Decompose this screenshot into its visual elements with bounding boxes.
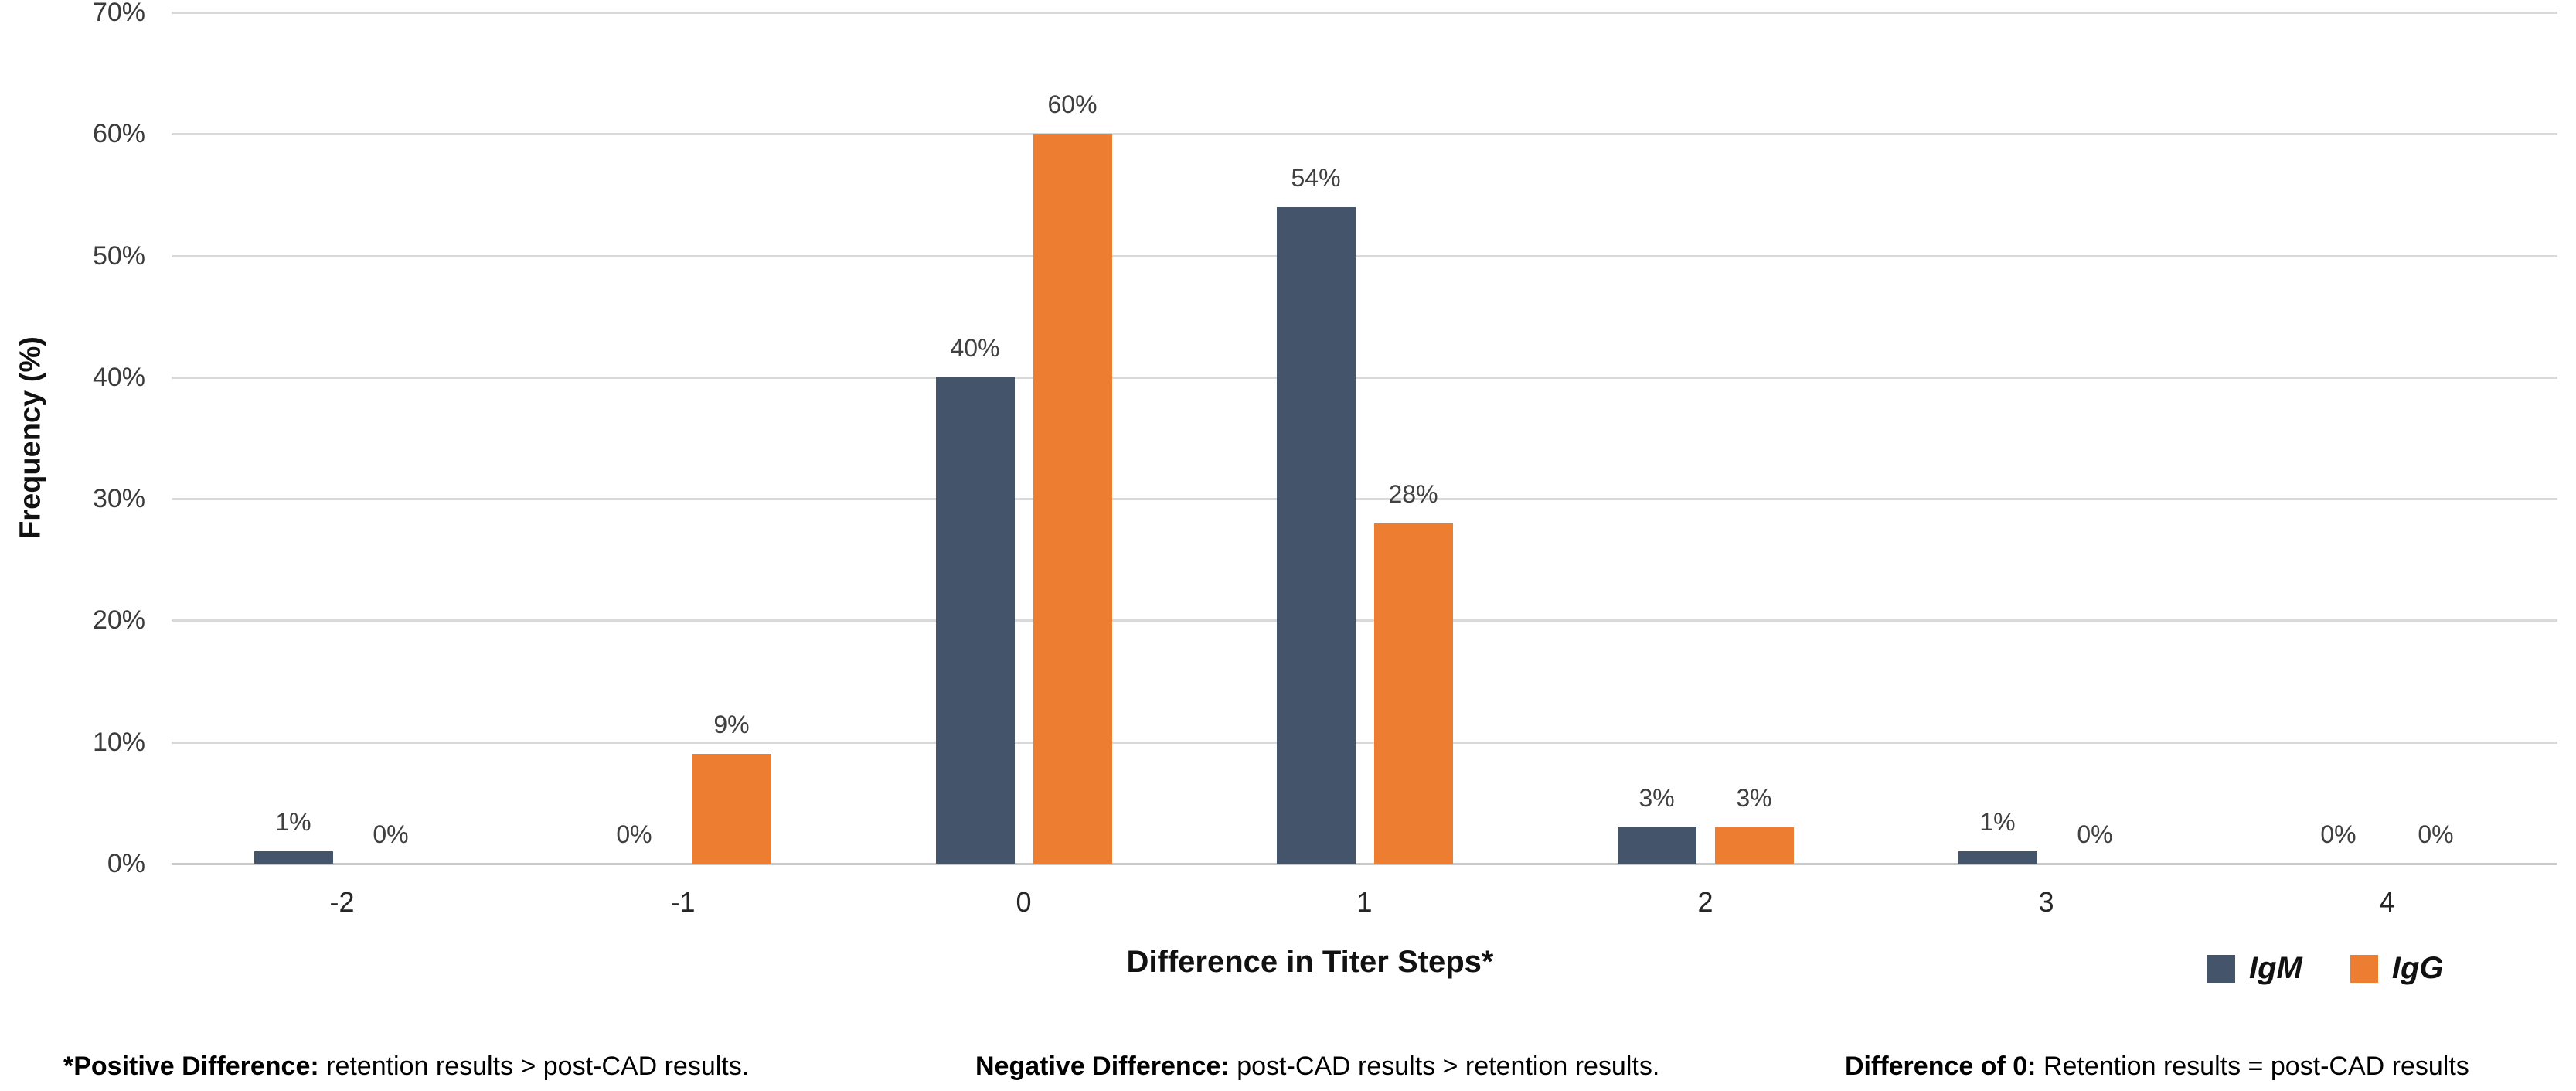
- bar-igm-0: [935, 377, 1015, 864]
- bar-igm-2: [1617, 827, 1696, 864]
- x-tick-label-1: 1: [1356, 886, 1373, 918]
- x-tick-label-0: 0: [1016, 886, 1032, 918]
- x-tick-label--2: -2: [329, 886, 355, 918]
- footnote-positive-difference: *Positive Difference: retention results …: [63, 1050, 749, 1082]
- gridline-20%: [172, 619, 2557, 622]
- bar-igg-0: [1033, 134, 1112, 864]
- legend: IgM IgG: [2207, 951, 2444, 986]
- bar-igg-2: [1714, 827, 1794, 864]
- bar-label-igg-3: 0%: [2077, 820, 2113, 848]
- y-tick-label-20%: 20%: [92, 605, 145, 636]
- bar-label-igm-1: 54%: [1291, 163, 1341, 192]
- gridline-30%: [172, 498, 2557, 501]
- y-tick-label-0%: 0%: [107, 849, 145, 878]
- bar-igm-3: [1958, 851, 2037, 864]
- y-tick-label-10%: 10%: [92, 727, 145, 757]
- bar-label-igg-4: 0%: [2418, 820, 2454, 848]
- bar-label-igm--1: 0%: [616, 820, 652, 848]
- gridline-10%: [172, 741, 2557, 744]
- bar-igg--1: [692, 754, 771, 864]
- footnote-positive-difference-label: *Positive Difference:: [63, 1052, 319, 1081]
- gridline-40%: [172, 376, 2557, 379]
- x-tick-label-2: 2: [1697, 886, 1713, 918]
- footnote-negative-difference-text: post-CAD results > retention results.: [1229, 1052, 1660, 1081]
- gridline-0%: [172, 863, 2557, 865]
- legend-item-igg: IgG: [2350, 951, 2444, 986]
- bar-label-igm-4: 0%: [2320, 820, 2357, 848]
- bar-igg-1: [1373, 523, 1453, 864]
- bar-label-igg-2: 3%: [1736, 783, 1772, 812]
- footnote-difference-of-zero: Difference of 0: Retention results = pos…: [1845, 1050, 2469, 1082]
- y-tick-label-30%: 30%: [92, 484, 145, 514]
- legend-label-igg: IgG: [2391, 951, 2444, 985]
- legend-label-igm: IgM: [2249, 951, 2302, 985]
- bar-label-igg--2: 0%: [373, 820, 409, 848]
- footnote-negative-difference-label: Negative Difference:: [975, 1052, 1230, 1081]
- bar-igm-1: [1276, 206, 1356, 864]
- y-tick-label-40%: 40%: [92, 362, 145, 392]
- y-tick-label-70%: 70%: [92, 0, 145, 27]
- bar-label-igg-1: 28%: [1388, 479, 1438, 508]
- gridline-70%: [172, 12, 2557, 14]
- legend-item-igm: IgM: [2207, 951, 2302, 986]
- footnote-difference-of-zero-text: Retention results = post-CAD results: [2036, 1052, 2469, 1081]
- bar-label-igm--2: 1%: [275, 808, 311, 837]
- bar-label-igg--1: 9%: [713, 711, 750, 739]
- bar-label-igm-3: 1%: [1979, 808, 2016, 837]
- x-tick-label-4: 4: [2379, 886, 2395, 918]
- y-tick-label-60%: 60%: [92, 119, 145, 149]
- bar-label-igg-0: 60%: [1047, 90, 1097, 119]
- x-tick-label--1: -1: [670, 886, 696, 918]
- footnote-difference-of-zero-label: Difference of 0:: [1845, 1052, 2037, 1081]
- footnote-positive-difference-text: retention results > post-CAD results.: [318, 1052, 750, 1081]
- gridline-60%: [172, 133, 2557, 136]
- gridline-50%: [172, 254, 2557, 257]
- footnote-negative-difference: Negative Difference: post-CAD results > …: [975, 1050, 1659, 1082]
- y-tick-label-50%: 50%: [92, 240, 145, 271]
- x-axis-title: Difference in Titer Steps*: [1126, 945, 1494, 979]
- x-tick-label-3: 3: [2038, 886, 2054, 918]
- bar-label-igm-0: 40%: [950, 333, 1000, 362]
- igm-legend-swatch: [2207, 954, 2235, 983]
- bar-igm--2: [254, 851, 333, 864]
- igg-legend-swatch: [2350, 954, 2378, 983]
- bar-label-igm-2: 3%: [1638, 783, 1675, 812]
